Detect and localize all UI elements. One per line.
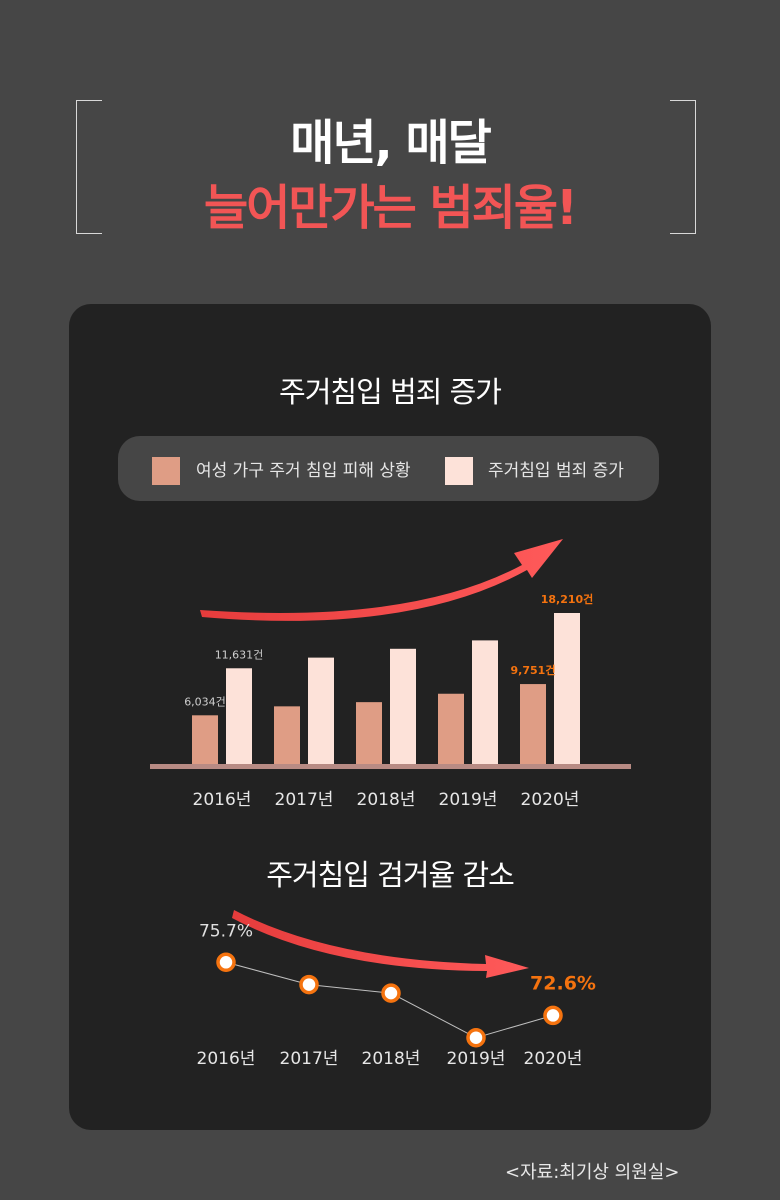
line-x-tick-label: 2017년 [280, 1049, 339, 1069]
bar-intrusion-crime-2019년 [472, 640, 498, 766]
headline-line1: 매년, 매달 [290, 115, 492, 171]
bar-chart-baseline [150, 764, 631, 769]
line-x-tick-label: 2020년 [524, 1049, 583, 1069]
downward-trend-arrow-icon [232, 910, 529, 978]
bar-x-tick-label: 2020년 [521, 790, 580, 810]
line-point-2016년 [216, 952, 236, 973]
line-data-label: 72.6% [530, 972, 596, 994]
legend-label-female-households: 여성 가구 주거 침입 피해 상황 [196, 461, 411, 481]
legend-swatch-female-households [152, 457, 180, 485]
bar-intrusion-crime-2017년 [308, 657, 334, 766]
bar-x-tick-label: 2016년 [193, 790, 252, 810]
upward-trend-arrow-icon [200, 539, 563, 621]
headline-line2: 늘어만가는 범죄율! [204, 180, 578, 236]
line-point-2019년 [466, 1027, 486, 1048]
bar-intrusion-crime-2016년 [226, 668, 252, 766]
line-data-label: 75.7% [199, 921, 253, 941]
line-chart: 2016년 2017년 2018년 2019년 2020년 75.7% 72.6% [197, 910, 596, 1069]
legend-swatch-intrusion-crime [445, 457, 473, 485]
bar-data-label: 9,751건 [511, 663, 556, 677]
bar-x-tick-label: 2019년 [439, 790, 498, 810]
bar-intrusion-crime-2020년 [554, 613, 580, 766]
bar-female-households-2020년 [520, 684, 546, 766]
bar-chart-title: 주거침입 범죄 증가 [279, 375, 502, 409]
bar-x-tick-label: 2017년 [275, 790, 334, 810]
left-bracket [76, 100, 102, 234]
bar-chart: 2016년 2017년 2018년 2019년 2020년 6,034건 11,631건 9,… [150, 539, 631, 810]
bar-female-households-2016년 [192, 715, 218, 766]
line-chart-title: 주거침입 검거율 감소 [266, 858, 515, 892]
line-x-tick-label: 2018년 [362, 1049, 421, 1069]
line-x-tick-label: 2019년 [447, 1049, 506, 1069]
line-point-2017년 [299, 974, 319, 995]
bar-chart-legend: 여성 가구 주거 침입 피해 상황 주거침입 범죄 증가 [118, 436, 659, 501]
line-x-tick-label: 2016년 [197, 1049, 256, 1069]
bar-data-label: 6,034건 [184, 695, 226, 708]
source-note: <자료:최기상 의원실> [505, 1162, 680, 1183]
bar-female-households-2018년 [356, 702, 382, 766]
bar-female-households-2019년 [438, 693, 464, 766]
right-bracket [670, 100, 696, 234]
bar-x-tick-label: 2018년 [357, 790, 416, 810]
bar-data-label: 11,631건 [215, 648, 264, 661]
line-point-2018년 [381, 983, 401, 1003]
bar-intrusion-crime-2018년 [390, 648, 416, 766]
legend-label-intrusion-crime: 주거침입 범죄 증가 [488, 461, 624, 481]
bar-data-label: 18,210건 [541, 592, 594, 606]
bar-female-households-2017년 [274, 706, 300, 766]
line-point-2020년 [543, 1005, 563, 1026]
